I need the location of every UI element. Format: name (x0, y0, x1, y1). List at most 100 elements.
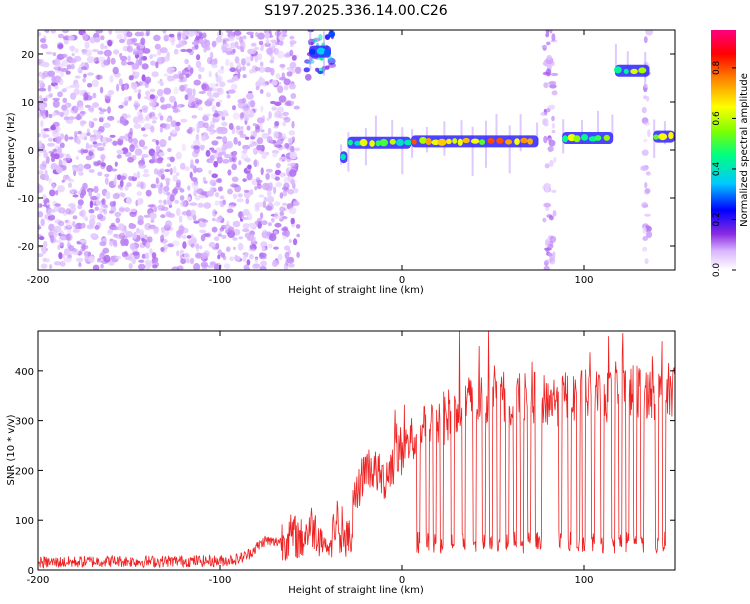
noise-blob (265, 92, 271, 98)
noise-blob (68, 136, 74, 140)
noise-blob (227, 188, 233, 195)
noise-blob (48, 113, 53, 119)
noise-blob (328, 30, 336, 38)
noise-blob (133, 172, 137, 178)
noise-blob (226, 208, 234, 214)
noise-blob (144, 252, 150, 260)
noise-blob (155, 177, 159, 184)
tone-core (462, 137, 470, 144)
noise-blob (176, 179, 181, 187)
noise-blob (205, 149, 211, 157)
noise-blob (238, 236, 244, 240)
noise-blob (163, 244, 169, 250)
noise-blob (103, 208, 108, 215)
noise-blob (175, 208, 181, 216)
noise-blob (139, 182, 144, 189)
noise-blob (53, 153, 60, 160)
noise-blob (276, 138, 284, 145)
noise-blob (121, 192, 126, 198)
noise-blob (52, 97, 60, 101)
noise-blob (240, 112, 245, 118)
noise-blob (124, 84, 128, 90)
noise-blob (53, 225, 62, 233)
noise-blob (267, 190, 272, 199)
noise-blob (147, 204, 155, 208)
noise-blob (254, 186, 258, 191)
tone-core (309, 49, 316, 55)
noise-blob (58, 159, 63, 167)
noise-blob (248, 248, 257, 252)
tone-core (404, 139, 413, 146)
x-tick-label: -100 (209, 575, 232, 586)
noise-blob (293, 105, 300, 110)
tone-core (580, 134, 589, 141)
noise-blob (181, 143, 187, 152)
noise-blob (110, 222, 116, 227)
noise-blob (128, 96, 132, 101)
noise-blob (268, 111, 272, 119)
noise-blob (644, 213, 651, 217)
tone-core (446, 138, 452, 145)
noise-blob (71, 52, 75, 57)
noise-blob (183, 252, 190, 261)
noise-blob (83, 73, 87, 78)
noise-blob (279, 136, 288, 140)
noise-blob (226, 94, 231, 99)
noise-blob (221, 116, 225, 121)
noise-blob (282, 145, 286, 150)
noise-blob (65, 70, 71, 75)
noise-blob (167, 147, 172, 153)
noise-blob (191, 164, 196, 171)
noise-blob (284, 251, 290, 260)
noise-blob (259, 61, 264, 67)
noise-blob (188, 126, 193, 135)
noise-blob (289, 169, 297, 177)
tone-streak (471, 126, 474, 176)
noise-blob (289, 49, 294, 57)
noise-blob (206, 190, 214, 197)
noise-blob (547, 252, 553, 257)
noise-blob (221, 234, 227, 239)
noise-blob (120, 60, 127, 66)
noise-blob (72, 221, 76, 227)
noise-blob (42, 114, 47, 119)
noise-blob (246, 92, 254, 100)
noise-blob (40, 218, 45, 227)
noise-blob (66, 220, 73, 229)
noise-blob (277, 253, 283, 261)
noise-blob (282, 202, 288, 206)
colorbar-gradient (711, 30, 736, 270)
noise-blob (200, 234, 206, 242)
noise-blob (126, 38, 131, 46)
noise-blob (152, 264, 158, 269)
noise-blob (240, 126, 244, 130)
noise-blob (137, 92, 141, 100)
noise-blob (75, 135, 81, 144)
noise-blob (278, 95, 287, 103)
noise-blob (254, 206, 260, 213)
noise-blob (273, 131, 279, 139)
tone-core (594, 135, 602, 141)
noise-blob (231, 157, 236, 162)
noise-blob (38, 185, 44, 193)
noise-blob (129, 252, 133, 261)
noise-blob (87, 255, 95, 263)
noise-blob (97, 258, 102, 261)
noise-blob (195, 243, 200, 250)
noise-blob (128, 223, 137, 229)
noise-blob (236, 45, 244, 50)
noise-blob (549, 104, 555, 110)
spectrogram-ylabel: Frequency (Hz) (6, 112, 17, 188)
noise-blob (84, 104, 91, 108)
noise-blob (227, 89, 236, 94)
noise-blob (185, 73, 190, 79)
noise-blob (70, 92, 77, 100)
noise-blob (84, 136, 88, 141)
noise-blob (107, 39, 113, 47)
noise-blob (249, 244, 253, 250)
noise-blob (91, 79, 99, 88)
noise-blob (233, 228, 241, 236)
noise-blob (169, 167, 173, 176)
noise-blob (128, 175, 133, 181)
